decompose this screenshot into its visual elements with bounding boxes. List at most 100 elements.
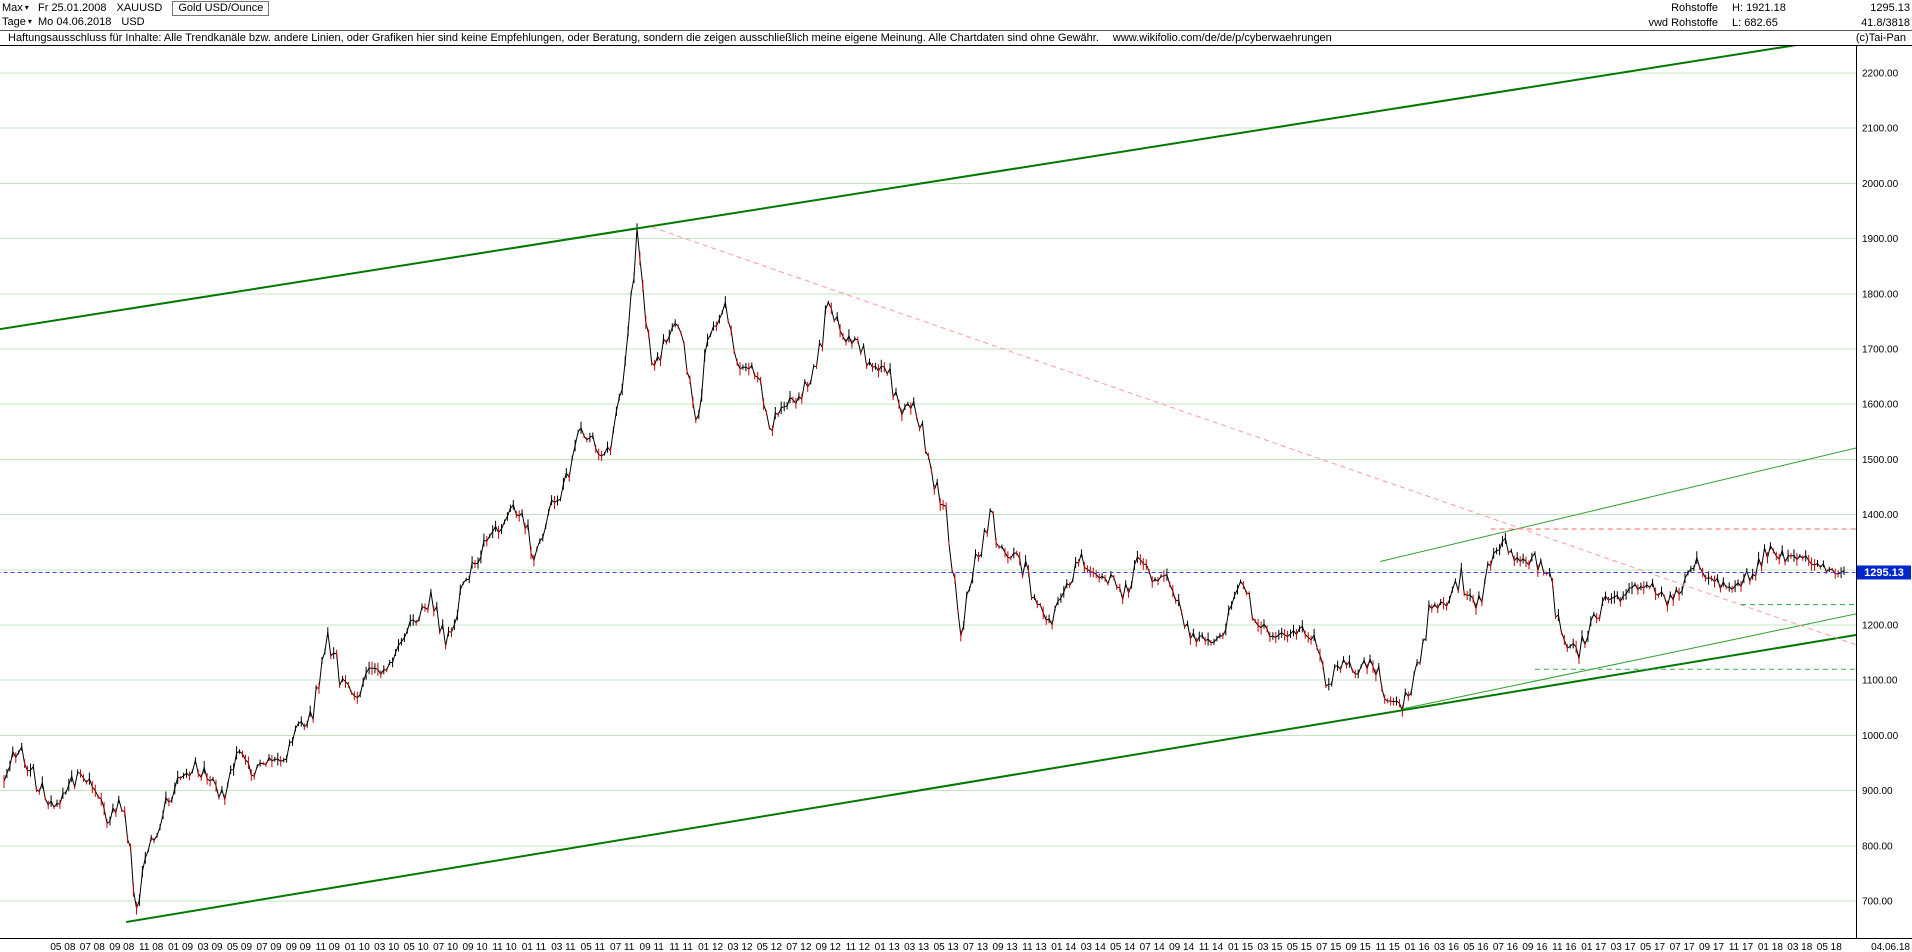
y-axis-label: 700.00 (1862, 897, 1893, 908)
x-axis-label: 01 10 (345, 942, 370, 952)
last-value: 1295.13 (1870, 2, 1910, 14)
x-axis-label: 07 10 (433, 942, 458, 952)
x-axis-label: 03 12 (727, 942, 752, 952)
x-axis-label: 01 15 (1228, 942, 1253, 952)
x-axis-label: 01 09 (168, 942, 193, 952)
x-axis-label: 11 10 (492, 942, 517, 952)
x-axis-label: 05 12 (757, 942, 782, 952)
x-axis-label: 09 08 (109, 942, 134, 952)
instrument-info: Max ▾ Fr 25.01.2008 XAUUSD Gold USD/Ounc… (0, 0, 270, 29)
quote-info: Rohstoffe H: 1921.18 1295.13 vwd Rohstof… (1648, 0, 1912, 30)
x-axis-label: 01 14 (1051, 942, 1076, 952)
currency-label: USD (121, 16, 145, 28)
x-axis-label: 05 09 (227, 942, 252, 952)
start-date: Fr 25.01.2008 (38, 2, 107, 14)
range-selector-label: Max (2, 2, 23, 14)
x-axis-label: 03 16 (1434, 942, 1459, 952)
price-chart[interactable]: 2200.00 2100.00 2000.00 1900.00 1800.00 1700.… (0, 46, 1912, 952)
x-axis-label: 11 11 (669, 942, 693, 952)
y-axis-label: 2000.00 (1862, 179, 1899, 190)
instrument-name-box: Gold USD/Ounce (172, 0, 270, 16)
period-selector-label: Tage (2, 16, 26, 28)
x-axis-label: 09 15 (1346, 942, 1371, 952)
x-axis-label: 11 16 (1552, 942, 1577, 952)
x-axis-label: 01 16 (1405, 942, 1430, 952)
x-axis-label: 07 13 (963, 942, 988, 952)
x-axis-label: 05 10 (404, 942, 429, 952)
category-label: Rohstoffe (1671, 2, 1718, 14)
x-axis-label: 03 13 (904, 942, 929, 952)
low-value: 682.65 (1744, 17, 1778, 29)
x-axis-label: 11 13 (1022, 942, 1047, 952)
trendline-lower-channel[interactable] (126, 627, 1903, 923)
x-axis-label: 07 12 (786, 942, 811, 952)
source-label: vwd Rohstoffe (1648, 17, 1718, 29)
end-date: Mo 04.06.2018 (38, 16, 112, 28)
grid-lines (0, 72, 1856, 902)
x-axis-label: 09 12 (816, 942, 841, 952)
low-label: L: (1732, 17, 1742, 29)
last-price-badge (1857, 565, 1911, 580)
period-selector[interactable]: Tage ▾ (2, 15, 32, 29)
trendline-inner-channel-lower[interactable] (1402, 612, 1866, 710)
y-axis-label: 1900.00 (1862, 234, 1899, 245)
x-axis-label: 09 14 (1169, 942, 1194, 952)
x-axis-label: 07 11 (610, 942, 635, 952)
x-axis-label: 05 18 (1817, 942, 1842, 952)
high-label: H: (1732, 2, 1743, 14)
y-axis-label: 900.00 (1862, 786, 1893, 797)
candles-up (6, 223, 1845, 906)
high-field: H: 1921.18 (1732, 1, 1786, 15)
x-axis-label: 01 17 (1581, 942, 1606, 952)
x-axis-label: 07 14 (1140, 942, 1165, 952)
range-selector[interactable]: Max ▾ (2, 1, 32, 15)
last-price-text: 1295.13 (1864, 567, 1904, 579)
trendline-resistance-diagonal[interactable] (651, 226, 1866, 648)
x-axis-label: 11 14 (1199, 942, 1224, 952)
x-axis-label: 11 12 (846, 942, 871, 952)
x-axis-label: 11 17 (1729, 942, 1754, 952)
y-axis-label: 1600.00 (1862, 400, 1899, 411)
chevron-down-icon: ▾ (24, 3, 29, 12)
y-axis-label: 1200.00 (1862, 621, 1899, 632)
y-axis-label: 2200.00 (1862, 69, 1899, 80)
x-axis-label: 01 11 (522, 942, 547, 952)
trendline-upper-channel[interactable] (0, 46, 1871, 331)
x-axis-label: 03 17 (1611, 942, 1636, 952)
x-axis-label: 09 11 (640, 942, 665, 952)
x-axis-label: 03 14 (1081, 942, 1106, 952)
x-axis-label: 11 09 (316, 942, 341, 952)
x-axis-label: 09 17 (1699, 942, 1724, 952)
x-axis-label: 03 10 (374, 942, 399, 952)
x-axis-label: 11 08 (139, 942, 164, 952)
x-axis-label: 09 13 (992, 942, 1017, 952)
y-axis-label: 1400.00 (1862, 510, 1899, 521)
x-axis-label: 09 09 (286, 942, 311, 952)
trendline-inner-channel-upper[interactable] (1380, 446, 1866, 562)
y-axis-label: 1100.00 (1862, 676, 1898, 687)
y-axis-label: 1500.00 (1862, 455, 1899, 466)
x-axis-label: 05 15 (1287, 942, 1312, 952)
y-axis-label: 1700.00 (1862, 345, 1899, 356)
chart-header: Max ▾ Fr 25.01.2008 XAUUSD Gold USD/Ounc… (0, 0, 1912, 30)
disclaimer-url[interactable]: www.wikifolio.com/de/de/p/cyberwaehrunge… (1112, 32, 1332, 44)
x-axis-label: 01 12 (698, 942, 723, 952)
x-axis-label: 07 08 (80, 942, 105, 952)
disclaimer-bar: Haftungsausschluss für Inhalte: Alle Tre… (0, 30, 1912, 46)
x-axis-label: 09 10 (462, 942, 487, 952)
x-axis-label: 01 18 (1758, 942, 1783, 952)
x-axis-label: 05 16 (1463, 942, 1488, 952)
x-axis-label: 05 14 (1110, 942, 1135, 952)
candles-down (3, 252, 1839, 915)
y-axis-label: 1000.00 (1862, 731, 1899, 742)
stat-value: 41.8/3818 (1861, 17, 1910, 29)
x-axis-end-label: 04.06.18 (1871, 942, 1910, 952)
high-value: 1921.18 (1746, 2, 1786, 14)
x-axis-label: 07 15 (1316, 942, 1341, 952)
y-axis-label: 2100.00 (1862, 124, 1899, 135)
x-axis-label: 03 11 (551, 942, 576, 952)
x-axis-label: 03 18 (1787, 942, 1812, 952)
y-axis-label: 1800.00 (1862, 289, 1899, 300)
x-axis-label: 05 17 (1640, 942, 1665, 952)
